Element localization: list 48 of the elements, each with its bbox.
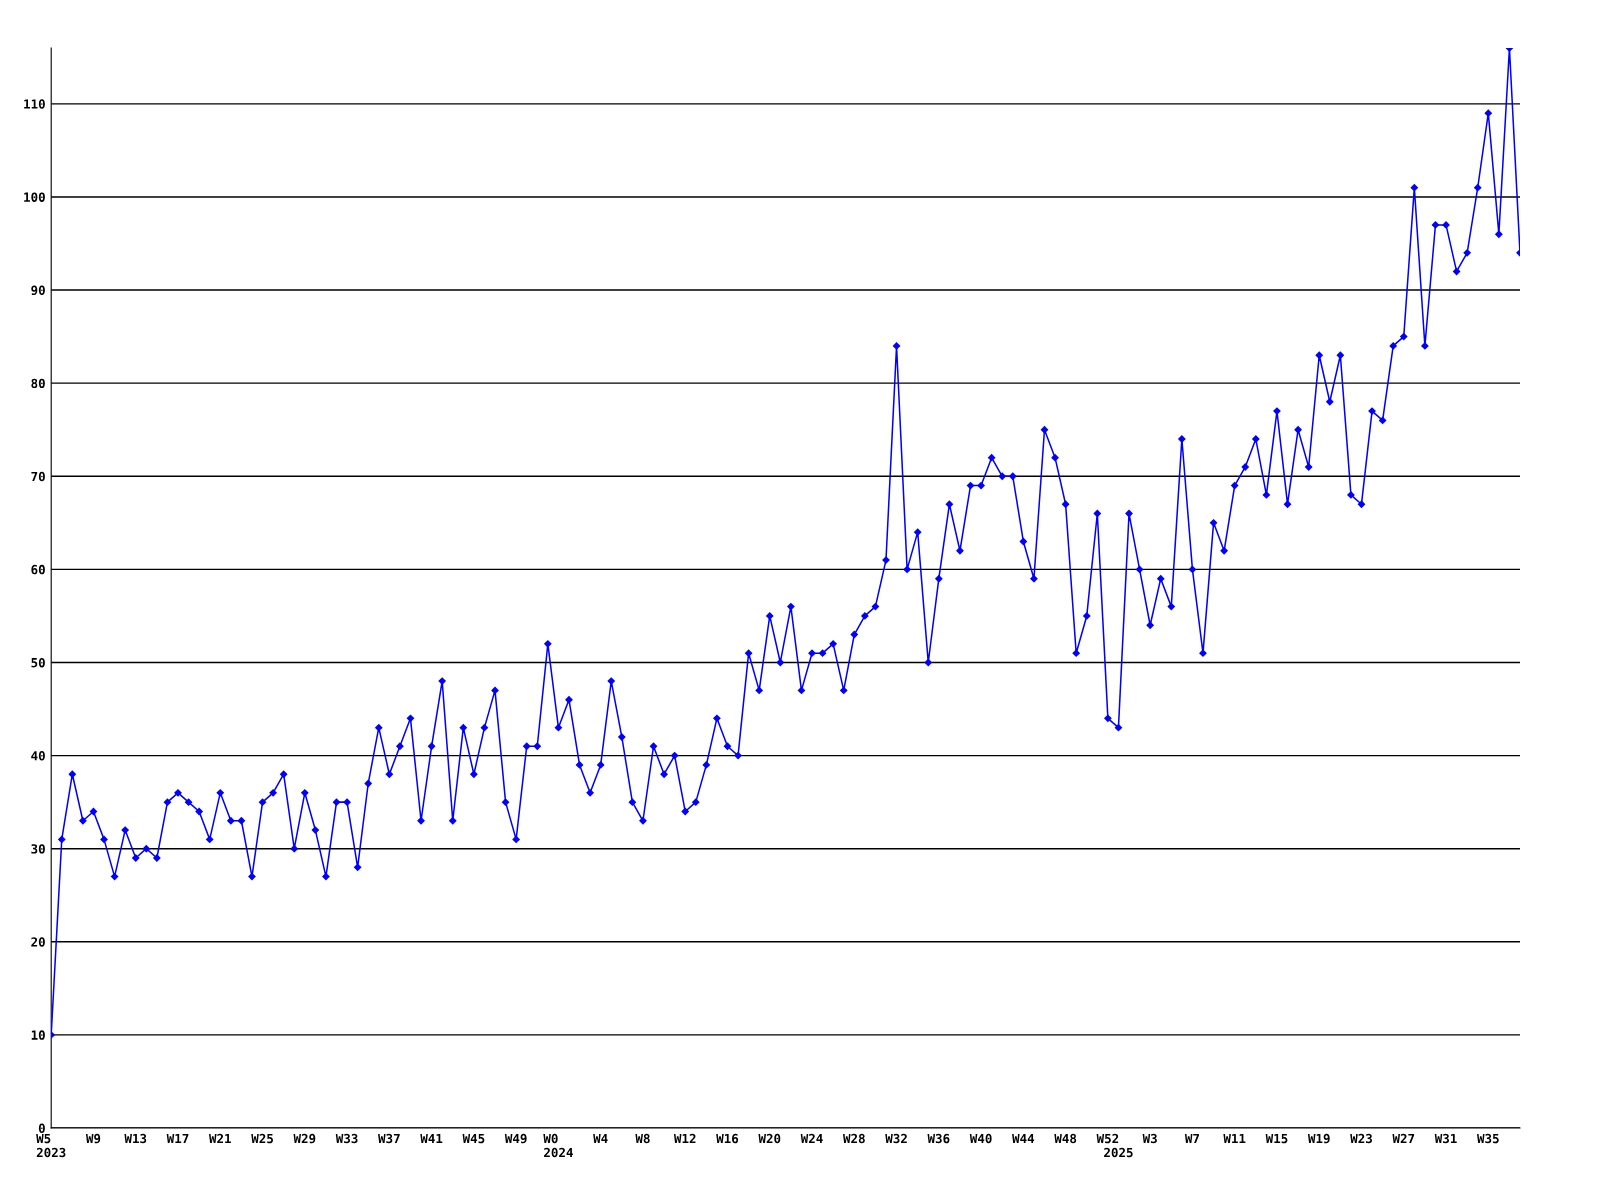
- y-tick-label: 110: [24, 99, 45, 109]
- x-tick-label: W52: [1096, 1133, 1119, 1144]
- x-tick-label: W35: [1477, 1133, 1499, 1144]
- x-tick-label: 2025: [1104, 1147, 1133, 1158]
- y-tick-label: 80: [31, 378, 45, 389]
- x-tick-label: W21: [208, 1133, 231, 1144]
- x-tick-label: W45: [462, 1133, 485, 1144]
- x-tick-label: W7: [1184, 1133, 1200, 1144]
- x-tick-label: W41: [420, 1133, 443, 1144]
- y-tick-label: 10: [31, 1030, 45, 1040]
- y-tick-label: 70: [31, 471, 45, 482]
- x-tick-label: W27: [1392, 1133, 1415, 1144]
- x-tick-label: W31: [1434, 1133, 1457, 1144]
- x-tick-label: W36: [927, 1133, 950, 1144]
- y-tick-label: 60: [31, 564, 45, 575]
- y-tick-label: 50: [31, 657, 45, 668]
- y-tick-label: 0: [38, 1123, 45, 1133]
- y-tick-label: 100: [24, 192, 45, 202]
- x-tick-label: W8: [635, 1133, 650, 1144]
- x-tick-label: W3: [1142, 1133, 1157, 1144]
- y-tick-label: 90: [31, 285, 45, 296]
- x-tick-label: W23: [1350, 1133, 1372, 1144]
- x-tick-label: W24: [800, 1133, 823, 1144]
- x-tick-label: W32: [885, 1133, 907, 1144]
- x-tick-label: W4: [593, 1133, 608, 1144]
- x-tick-label: W29: [293, 1133, 316, 1144]
- x-tick-label: W11: [1223, 1133, 1246, 1144]
- x-tick-label: W20: [758, 1133, 781, 1144]
- x-tick-label: W25: [251, 1133, 273, 1144]
- x-tick-label: W17: [166, 1133, 189, 1144]
- x-tick-label: W40: [969, 1133, 992, 1144]
- x-tick-label: W33: [335, 1133, 358, 1144]
- y-tick-label: 40: [31, 751, 45, 761]
- x-tick-label: W12: [673, 1133, 696, 1144]
- x-tick-label: W48: [1054, 1133, 1077, 1144]
- y-tick-label: 30: [31, 844, 45, 854]
- x-tick-label: W15: [1265, 1133, 1288, 1144]
- x-tick-label: W9: [85, 1133, 101, 1144]
- x-tick-label: W44: [1012, 1133, 1035, 1144]
- x-tick-label: W49: [504, 1133, 527, 1144]
- x-tick-label: W5 2023: [36, 1133, 66, 1158]
- x-tick-label: W19: [1307, 1133, 1330, 1144]
- x-tick-label: W28: [843, 1133, 865, 1144]
- x-tick-label: W13: [124, 1133, 147, 1144]
- x-tick-label: W37: [378, 1133, 400, 1144]
- x-tick-label: W16: [716, 1133, 739, 1144]
- y-tick-label: 20: [31, 937, 45, 947]
- x-tick-label: W0 2024: [543, 1133, 573, 1158]
